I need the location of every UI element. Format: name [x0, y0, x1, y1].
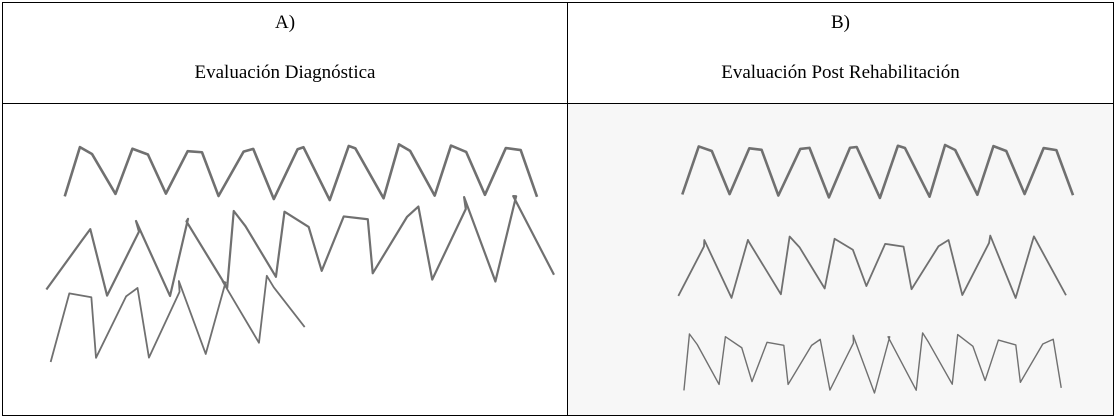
zigzag-stroke: [46, 196, 554, 296]
zigzag-stroke: [678, 236, 1066, 298]
zigzag-stroke: [65, 144, 537, 200]
zigzag-stroke: [684, 333, 1061, 393]
zigzag-stroke: [51, 276, 305, 362]
handwriting-samples: [0, 0, 1116, 418]
zigzag-stroke: [682, 145, 1073, 198]
page: A) Evaluación Diagnóstica B) Evaluación …: [0, 0, 1116, 418]
